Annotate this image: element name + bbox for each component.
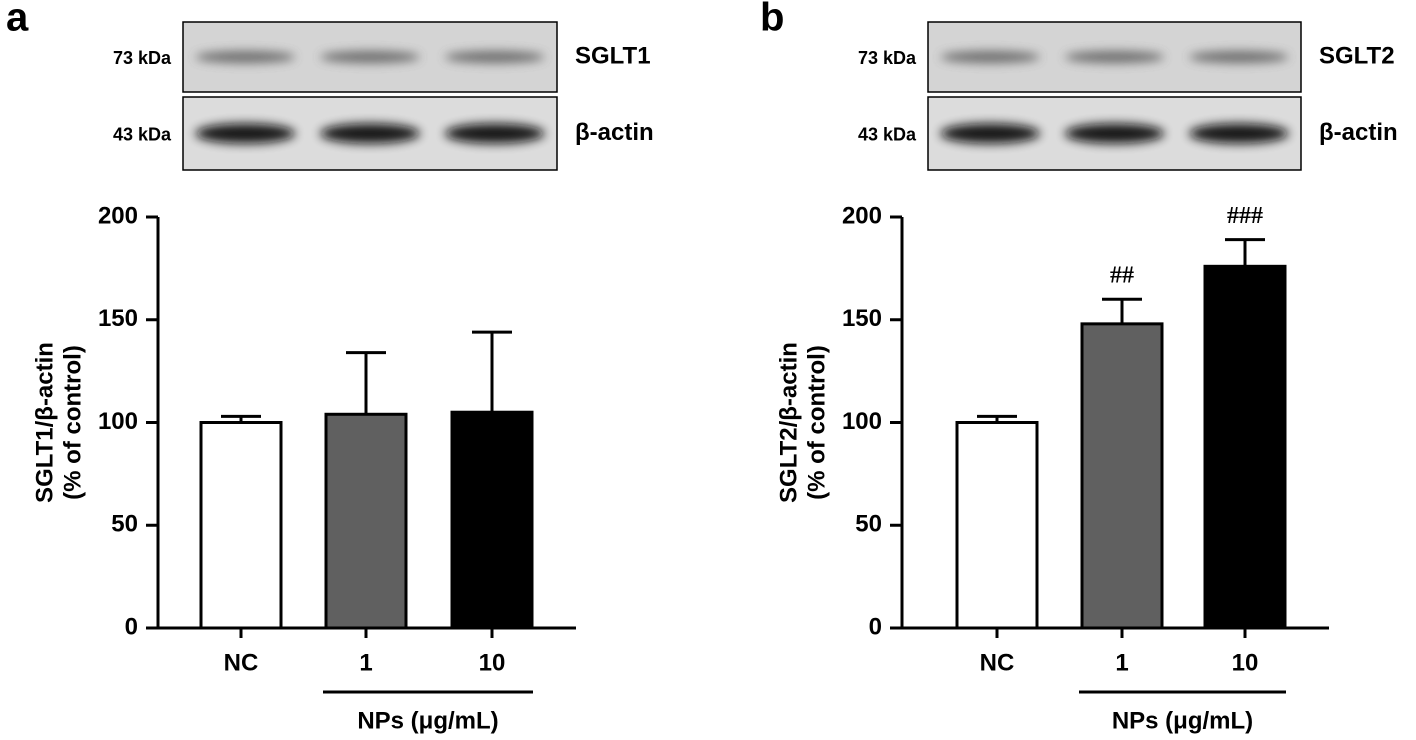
bar bbox=[324, 412, 408, 630]
group-label: NPs (μg/mL) bbox=[357, 707, 498, 734]
blot-band bbox=[940, 51, 1040, 63]
blot-band bbox=[940, 123, 1040, 144]
x-tick-label: NC bbox=[224, 649, 259, 676]
bar bbox=[1203, 264, 1287, 630]
bar bbox=[1080, 322, 1164, 630]
x-tick-label: 10 bbox=[479, 649, 506, 676]
blot-size-label: 43 kDa bbox=[113, 124, 172, 144]
blot-protein-label: SGLT1 bbox=[575, 42, 651, 69]
blot-size-label: 43 kDa bbox=[858, 124, 917, 144]
blot-band bbox=[195, 123, 296, 144]
blot-band bbox=[1189, 123, 1289, 144]
bar bbox=[450, 410, 534, 630]
group-label: NPs (μg/mL) bbox=[1112, 707, 1253, 734]
bar bbox=[199, 421, 283, 630]
y-tick-label: 100 bbox=[98, 408, 138, 435]
blot-protein-label: β-actin bbox=[1319, 119, 1398, 146]
y-axis-label: (% of control) bbox=[803, 345, 830, 500]
x-tick-label: 1 bbox=[1115, 649, 1128, 676]
y-tick-label: 50 bbox=[855, 511, 882, 538]
y-tick-label: 0 bbox=[869, 613, 882, 640]
blot-protein-label: SGLT2 bbox=[1319, 42, 1395, 69]
y-tick-label: 150 bbox=[98, 305, 138, 332]
bar bbox=[955, 421, 1039, 630]
x-tick-label: 1 bbox=[359, 649, 372, 676]
panel-label: b bbox=[760, 0, 784, 40]
y-tick-label: 100 bbox=[842, 408, 882, 435]
significance-label: ## bbox=[1110, 263, 1134, 289]
blot-band bbox=[195, 51, 296, 63]
x-tick-label: NC bbox=[980, 649, 1015, 676]
blot-band bbox=[444, 51, 545, 63]
y-tick-label: 50 bbox=[111, 511, 138, 538]
blot-band bbox=[1064, 51, 1165, 63]
blot-band bbox=[320, 123, 420, 144]
y-tick-label: 200 bbox=[842, 202, 882, 229]
blot-band bbox=[1064, 123, 1165, 144]
blot-size-label: 73 kDa bbox=[858, 48, 917, 68]
y-axis-label: SGLT2/β-actin bbox=[775, 342, 802, 503]
y-tick-label: 200 bbox=[98, 202, 138, 229]
panel-label: a bbox=[6, 0, 29, 40]
y-tick-label: 0 bbox=[125, 613, 138, 640]
blot-band bbox=[444, 123, 545, 144]
y-tick-label: 150 bbox=[842, 305, 882, 332]
significance-label: ### bbox=[1227, 203, 1263, 229]
blot-band bbox=[1189, 51, 1289, 63]
blot-protein-label: β-actin bbox=[575, 119, 654, 146]
x-tick-label: 10 bbox=[1232, 649, 1259, 676]
blot-band bbox=[320, 51, 420, 63]
y-axis-label: (% of control) bbox=[59, 345, 86, 500]
y-axis-label: SGLT1/β-actin bbox=[31, 342, 58, 503]
blot-size-label: 73 kDa bbox=[113, 48, 172, 68]
